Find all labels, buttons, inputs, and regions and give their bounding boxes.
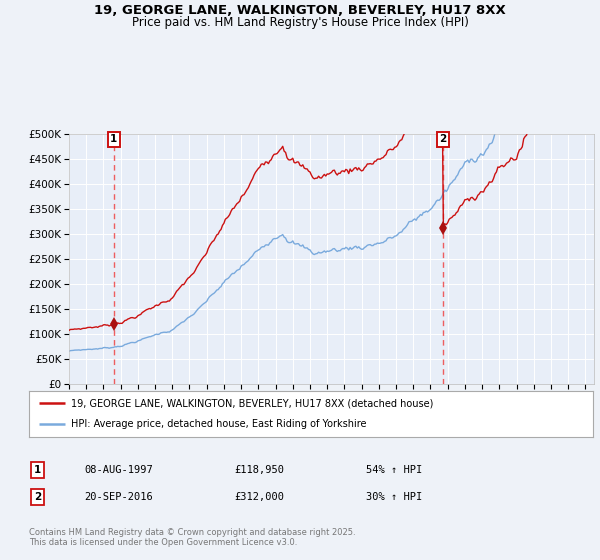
Text: 54% ↑ HPI: 54% ↑ HPI xyxy=(366,465,422,475)
Text: 19, GEORGE LANE, WALKINGTON, BEVERLEY, HU17 8XX: 19, GEORGE LANE, WALKINGTON, BEVERLEY, H… xyxy=(94,4,506,17)
Text: 19, GEORGE LANE, WALKINGTON, BEVERLEY, HU17 8XX (detached house): 19, GEORGE LANE, WALKINGTON, BEVERLEY, H… xyxy=(71,398,433,408)
Text: 1: 1 xyxy=(110,134,118,144)
Text: 1: 1 xyxy=(34,465,41,475)
Text: 2: 2 xyxy=(34,492,41,502)
Text: £118,950: £118,950 xyxy=(234,465,284,475)
Text: 08-AUG-1997: 08-AUG-1997 xyxy=(84,465,153,475)
Text: HPI: Average price, detached house, East Riding of Yorkshire: HPI: Average price, detached house, East… xyxy=(71,419,367,430)
Text: 2: 2 xyxy=(439,134,446,144)
Text: 30% ↑ HPI: 30% ↑ HPI xyxy=(366,492,422,502)
Text: Price paid vs. HM Land Registry's House Price Index (HPI): Price paid vs. HM Land Registry's House … xyxy=(131,16,469,29)
Text: 20-SEP-2016: 20-SEP-2016 xyxy=(84,492,153,502)
Text: Contains HM Land Registry data © Crown copyright and database right 2025.
This d: Contains HM Land Registry data © Crown c… xyxy=(29,528,355,547)
Text: £312,000: £312,000 xyxy=(234,492,284,502)
